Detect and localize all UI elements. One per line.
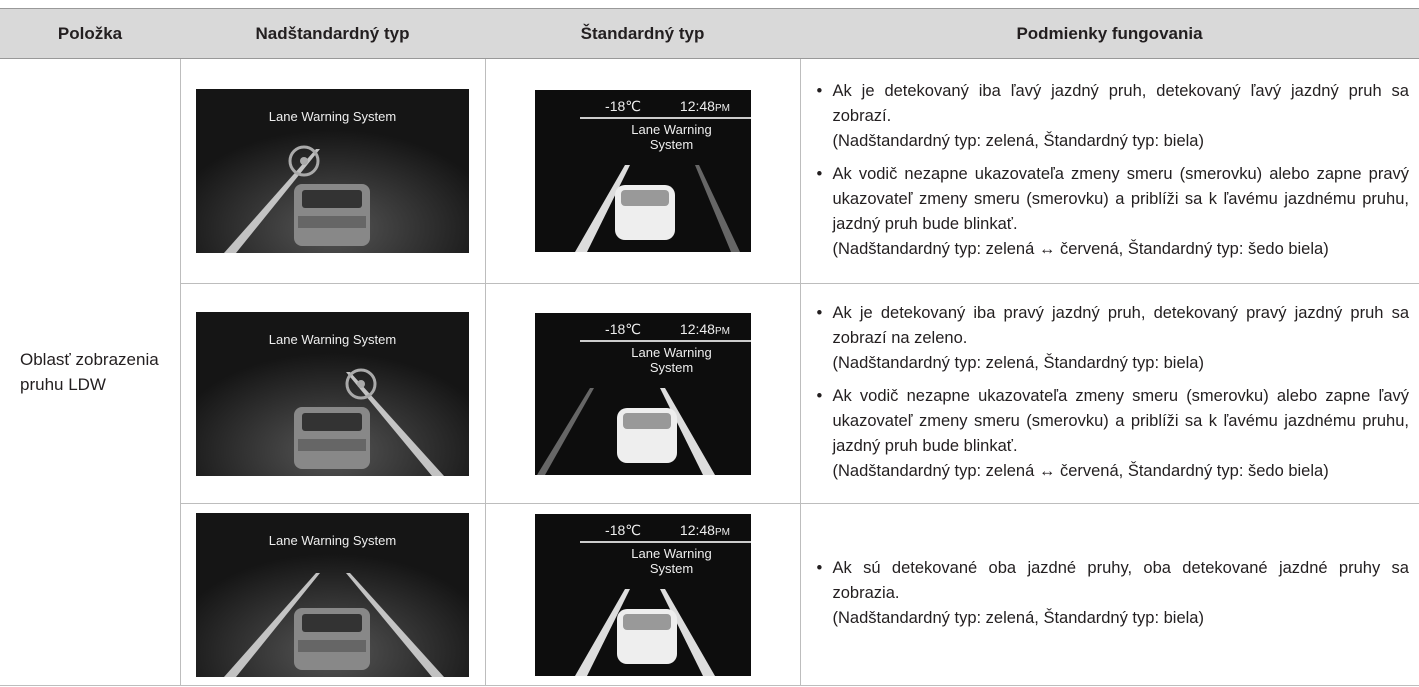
icons: [641, 98, 680, 114]
table-row: Lane Warning System -18℃ 12:48PM Lane Warn…: [0, 503, 1419, 686]
condition: Ak je detekovaný iba pravý jazdný pruh, …: [817, 301, 1410, 376]
condition-text: Ak je detekovaný iba pravý jazdný pruh, …: [832, 304, 1410, 347]
table-body: Oblasť zobrazenia pruhu LDW Lane Warning …: [0, 58, 1419, 686]
standard-cell: -18℃ 12:48PM Lane Warning System: [484, 58, 801, 284]
condition: Ak vodič nezapne ukazovateľa zmeny smeru…: [817, 384, 1410, 484]
condition-text: Ak vodič nezapne ukazovateľa zmeny smeru…: [832, 387, 1410, 455]
table-row: Oblasť zobrazenia pruhu LDW Lane Warning …: [0, 58, 1419, 686]
condition-text: Ak sú detekované oba jazdné pruhy, oba d…: [832, 559, 1410, 602]
time: 12:48: [679, 521, 715, 538]
screen-title: Lane Warning System: [631, 122, 712, 152]
conditions-cell: Ak sú detekované oba jazdné pruhy, oba d…: [799, 503, 1419, 686]
road-illustration: [196, 512, 469, 677]
time-period: PM: [714, 526, 730, 538]
premium-screen: Lane Warning System: [196, 311, 469, 476]
road-illustration: [196, 311, 469, 476]
conditions-cell: Ak je detekovaný iba ľavý jazdný pruh, d…: [799, 58, 1419, 284]
road-illustration: [534, 90, 751, 252]
standard-screen: -18℃ 12:48PM Lane Warning System: [534, 312, 751, 475]
premium-screen: Lane Warning System: [196, 89, 469, 253]
table-row: Lane Warning System -18℃ 12:48PM Lane Warn…: [0, 283, 1419, 504]
time: 12:48: [679, 98, 715, 114]
ldw-table: Položka Nadštandardný typ Štandardný typ Po…: [0, 8, 1419, 686]
conditions-list: Ak sú detekované oba jazdné pruhy, oba d…: [801, 556, 1419, 631]
temperature: -18℃: [605, 521, 641, 538]
condition-note: (Nadštandardný typ: zelená ↔ červená, Št…: [832, 239, 1329, 258]
conditions-list: Ak je detekovaný iba ľavý jazdný pruh, d…: [801, 79, 1419, 262]
premium-screen: Lane Warning System: [196, 512, 469, 677]
standard-cell: -18℃ 12:48PM Lane Warning System: [484, 283, 801, 504]
screen-title: Lane Warning System: [268, 331, 397, 347]
time: 12:48: [679, 320, 715, 337]
premium-cell: Lane Warning System: [179, 58, 486, 284]
icons: [641, 522, 680, 538]
screen-title: Lane Warning System: [268, 532, 397, 548]
screen-title: Lane Warning System: [631, 344, 712, 375]
screen-title: Lane Warning System: [631, 545, 712, 576]
column-header: Nadštandardný typ: [180, 8, 485, 59]
standard-screen: -18℃ 12:48PM Lane Warning System: [534, 90, 751, 252]
condition-note: (Nadštandardný typ: zelená, Štandardný t…: [832, 354, 1204, 372]
header-row: Položka Nadštandardný typ Štandardný typ Po…: [0, 8, 1419, 59]
condition: Ak vodič nezapne ukazovateľa zmeny smeru…: [817, 162, 1410, 262]
condition-text: Ak vodič nezapne ukazovateľa zmeny smeru…: [832, 164, 1410, 233]
time-period: PM: [714, 325, 730, 337]
temperature: -18℃: [605, 320, 641, 337]
item-cell: Oblasť zobrazenia pruhu LDW: [0, 58, 181, 686]
road-illustration: [534, 513, 751, 676]
screen-title: Lane Warning System: [268, 109, 397, 124]
temperature: -18℃: [605, 98, 641, 114]
condition: Ak je detekovaný iba ľavý jazdný pruh, d…: [817, 79, 1410, 154]
standard-screen: -18℃ 12:48PM Lane Warning System: [534, 513, 751, 676]
column-header: Podmienky fungovania: [800, 8, 1419, 59]
status-bar: -18℃ 12:48PM: [585, 321, 751, 338]
time-period: PM: [714, 103, 730, 114]
status-bar: -18℃ 12:48PM: [585, 522, 751, 539]
conditions-cell: Ak je detekovaný iba pravý jazdný pruh, …: [799, 283, 1419, 504]
status-bar: -18℃ 12:48PM: [585, 98, 751, 115]
condition: Ak sú detekované oba jazdné pruhy, oba d…: [817, 556, 1410, 631]
road-illustration: [534, 312, 751, 475]
road-illustration: [196, 89, 469, 253]
premium-cell: Lane Warning System: [180, 503, 486, 686]
standard-cell: -18℃ 12:48PM Lane Warning System: [484, 503, 801, 686]
condition-note: (Nadštandardný typ: zelená, Štandardný t…: [832, 609, 1204, 627]
premium-cell: Lane Warning System: [180, 283, 486, 504]
condition-note: (Nadštandardný typ: zelená ↔ červená, Št…: [832, 462, 1329, 480]
conditions-list: Ak je detekovaný iba pravý jazdný pruh, …: [801, 301, 1419, 484]
column-header: Položka: [0, 8, 180, 59]
column-header: Štandardný typ: [485, 8, 800, 59]
condition-text: Ak je detekovaný iba ľavý jazdný pruh, d…: [832, 81, 1410, 125]
icons: [641, 321, 680, 337]
condition-note: (Nadštandardný typ: zelená, Štandardný t…: [832, 131, 1204, 150]
